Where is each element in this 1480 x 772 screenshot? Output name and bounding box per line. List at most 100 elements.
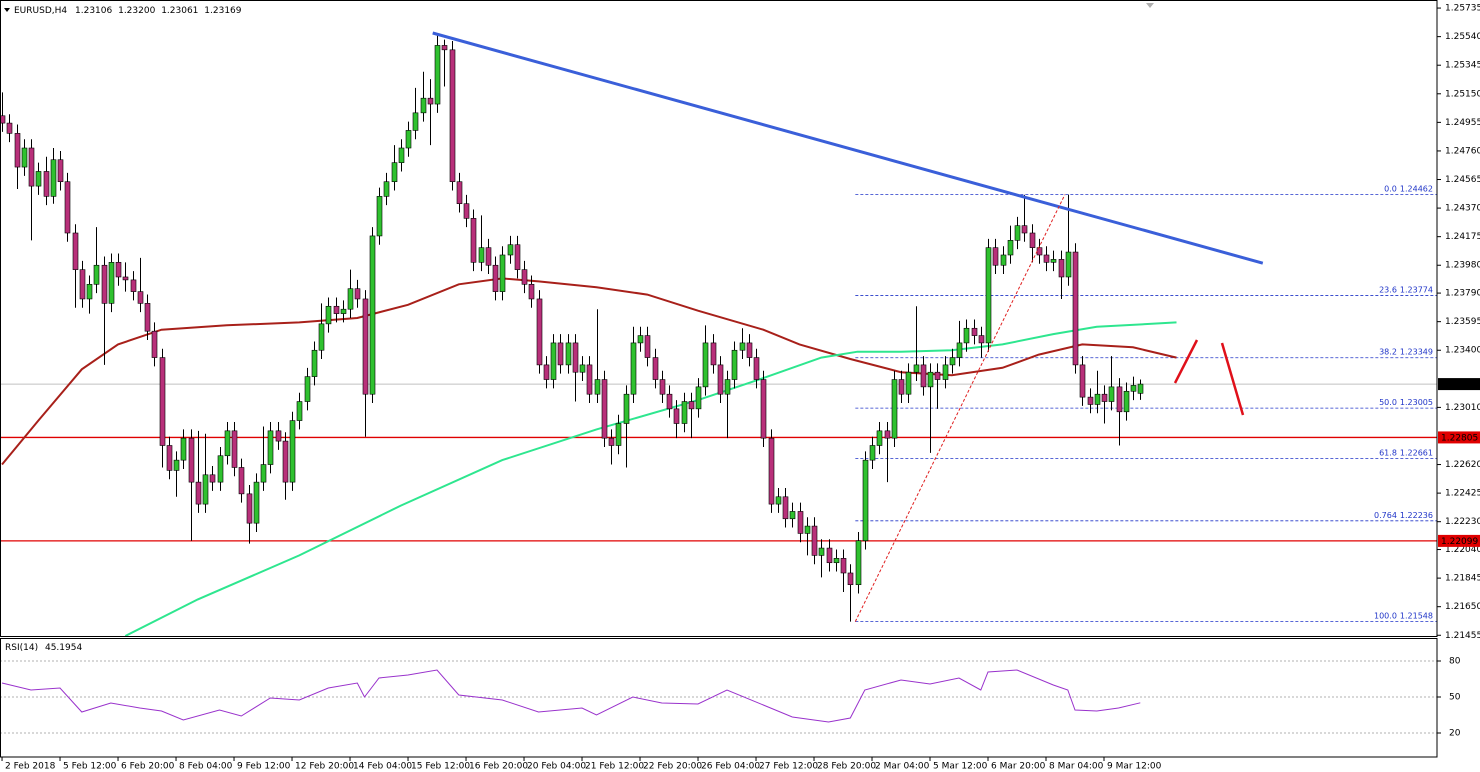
fib-level-label: 23.6 1.23774 [1379, 285, 1433, 294]
candle-body [572, 342, 579, 373]
y-tick-label: 1.22040 [1445, 545, 1480, 555]
arrow-down-annotation [1220, 342, 1245, 416]
y-tick-label: 1.25150 [1445, 89, 1480, 99]
candle-body [1101, 393, 1108, 402]
axes: 1.25735 1.25540 1.25345 1.25150 1.24955 1.247… [1, 4, 1480, 772]
moving-average [1, 277, 1177, 466]
candle-body [594, 379, 601, 395]
candle-body [710, 342, 717, 366]
candle-body [209, 474, 216, 483]
candle-body [325, 305, 332, 325]
fib-level: 38.2 [1379, 347, 1397, 356]
rsi-name: RSI(14) [5, 643, 38, 653]
fib-level-label: 0.0 1.24462 [1384, 184, 1433, 193]
candle-body [1036, 247, 1043, 256]
y-tick-label: 1.21845 [1445, 574, 1480, 584]
candle-body [485, 247, 492, 266]
candle-body [797, 511, 804, 534]
candle-body [855, 540, 862, 586]
candle-body [992, 247, 999, 266]
candle-body [383, 181, 390, 197]
x-tick-label: 8 Feb 04:00 [179, 762, 233, 772]
fib-price: 1.22661 [1400, 448, 1433, 457]
candle-body [826, 547, 833, 564]
candle-body [21, 147, 28, 168]
y-tick-label: 1.22230 [1445, 517, 1480, 527]
candle-body [884, 430, 891, 439]
candle-body [1094, 393, 1101, 405]
fib-level: 0.0 [1384, 184, 1397, 193]
fib-level-label: 38.2 1.23349 [1379, 347, 1433, 356]
fib-price: 1.23005 [1400, 398, 1433, 407]
rsi-tick-label: 20 [1449, 729, 1461, 739]
header-close: 1.23169 [204, 6, 241, 16]
candle-body [949, 357, 956, 366]
candle-body [579, 364, 586, 373]
candle-body [956, 342, 963, 358]
candle-body [289, 420, 296, 483]
candle-body [217, 455, 224, 483]
menu-triangle [4, 8, 10, 12]
candle-body [50, 159, 57, 197]
rsi-value: 45.1954 [45, 643, 82, 653]
rsi-tick-label: 50 [1449, 693, 1461, 703]
y-tick-label: 1.24175 [1445, 232, 1480, 242]
moving-average [124, 321, 1177, 636]
candle-body [688, 401, 695, 410]
candle-body [681, 401, 688, 424]
price-plot: 0.0 1.24462 23.6 1.23774 38.2 1.23349 50.0 1.23… [0, 31, 1437, 636]
candle-body [470, 218, 477, 263]
y-tick-label: 1.23595 [1445, 317, 1480, 327]
candle-body [173, 459, 180, 471]
candle-body [499, 254, 506, 292]
candle-body [159, 357, 166, 446]
candle-body [927, 371, 934, 388]
y-tick-label: 1.23400 [1445, 346, 1480, 356]
candle-body [260, 464, 267, 483]
candle-body [456, 181, 463, 204]
candle-body [608, 437, 615, 446]
candle-body [1014, 225, 1021, 241]
candle-body [93, 264, 100, 285]
candle-body [318, 323, 325, 351]
candle-body [1130, 385, 1137, 392]
candle-body [108, 262, 115, 304]
candle-body [420, 97, 427, 114]
candle-body [1116, 386, 1123, 413]
candle-body [1065, 251, 1072, 278]
fib-level-label: 0.764 1.22236 [1374, 510, 1433, 519]
candle-body [782, 496, 789, 520]
current-price-tag [1438, 378, 1480, 391]
candle-body [637, 335, 644, 344]
candle-body [1137, 383, 1144, 394]
header-high: 1.23200 [118, 6, 155, 16]
candle-body [137, 291, 144, 304]
price-tag [1438, 431, 1480, 444]
candle-body [101, 264, 108, 304]
x-tick-label: 5 Mar 12:00 [933, 762, 988, 772]
candle-body [985, 247, 992, 344]
candle-body [673, 408, 680, 424]
candle-body [847, 572, 854, 586]
candle-body [1123, 390, 1130, 413]
candle-body [942, 364, 949, 380]
candle-body [122, 276, 129, 281]
candle-body [1043, 254, 1050, 263]
trendline [432, 31, 1264, 265]
fib-level: 50.0 [1379, 398, 1397, 407]
x-tick-label: 12 Feb 20:00 [295, 762, 354, 772]
candle-body [340, 308, 347, 314]
candle-body [623, 393, 630, 424]
y-tick-label: 1.23790 [1445, 289, 1480, 299]
candle-body [833, 558, 840, 564]
candle-body [195, 481, 202, 505]
candle-body [920, 364, 927, 388]
candle-body [963, 327, 970, 344]
candle-body [768, 437, 775, 505]
candle-body [376, 196, 383, 237]
candle-body [934, 371, 941, 380]
candle-body [644, 335, 651, 358]
candle-body [398, 147, 405, 163]
x-tick-label: 2 Feb 2018 [5, 762, 56, 772]
